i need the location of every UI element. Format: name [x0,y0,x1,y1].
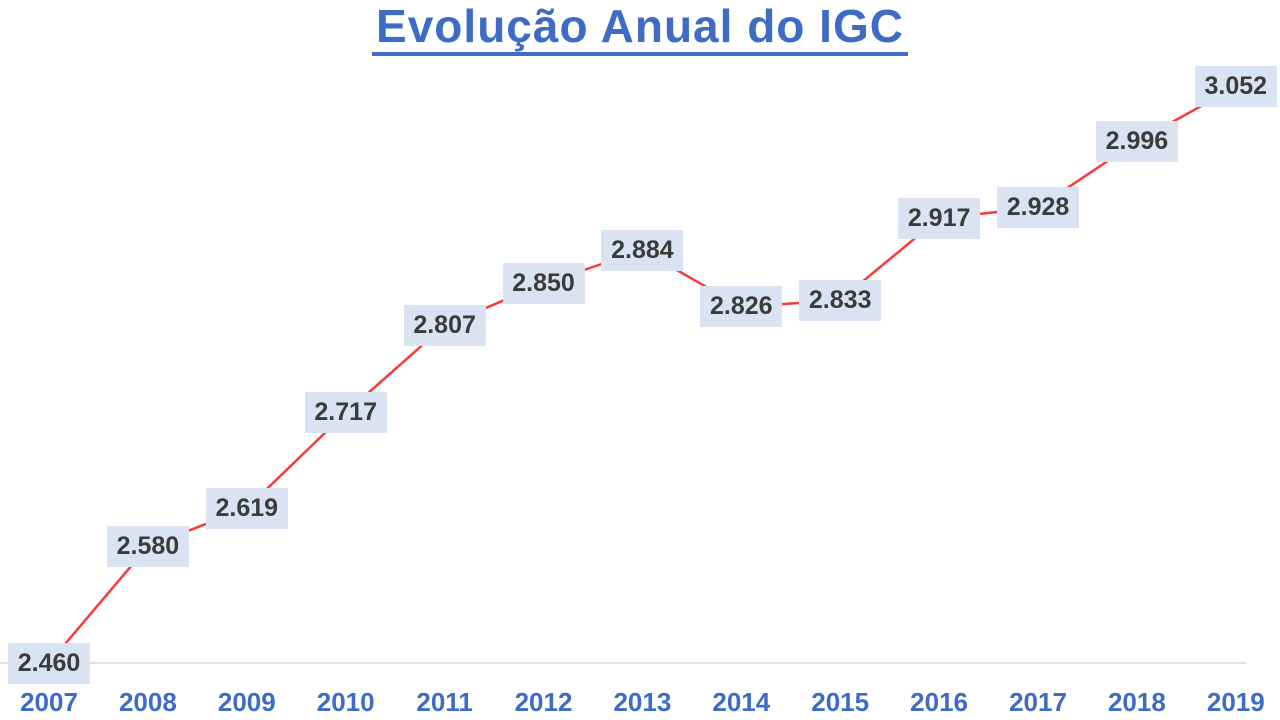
data-label-2015: 2.833 [799,279,882,321]
data-label-2012: 2.850 [502,263,585,305]
x-tick-label-2012: 2012 [514,687,573,717]
data-label-2014: 2.826 [700,286,783,328]
data-label-2019: 3.052 [1194,66,1277,108]
igc-series-line [47,85,1238,665]
x-tick-label-2014: 2014 [712,687,771,717]
x-tick-label-2015: 2015 [811,687,870,717]
chart-title-container: Evolução Anual do IGC [0,2,1280,57]
data-label-2008: 2.580 [106,525,189,567]
x-tick-label-2009: 2009 [217,687,276,717]
data-label-2016: 2.917 [898,197,981,239]
x-tick-label-2013: 2013 [613,687,672,717]
x-tick-label-2017: 2017 [1009,687,1067,717]
chart-title: Evolução Anual do IGC [372,2,908,57]
data-label-2018: 2.996 [1095,120,1178,162]
data-label-2011: 2.807 [403,304,486,346]
x-tick-label-2010: 2010 [316,687,375,717]
data-label-2007: 2.460 [8,642,90,684]
data-label-2017: 2.928 [997,187,1079,229]
data-label-2010: 2.717 [304,392,387,434]
x-tick-label-2019: 2019 [1206,687,1265,717]
x-tick-label-2011: 2011 [416,687,473,717]
data-label-2009: 2.619 [205,487,288,529]
data-label-2013: 2.884 [601,229,684,271]
x-tick-label-2007: 2007 [20,687,78,717]
x-tick-label-2016: 2016 [910,687,969,717]
x-tick-label-2008: 2008 [118,687,177,717]
x-tick-label-2018: 2018 [1107,687,1166,717]
